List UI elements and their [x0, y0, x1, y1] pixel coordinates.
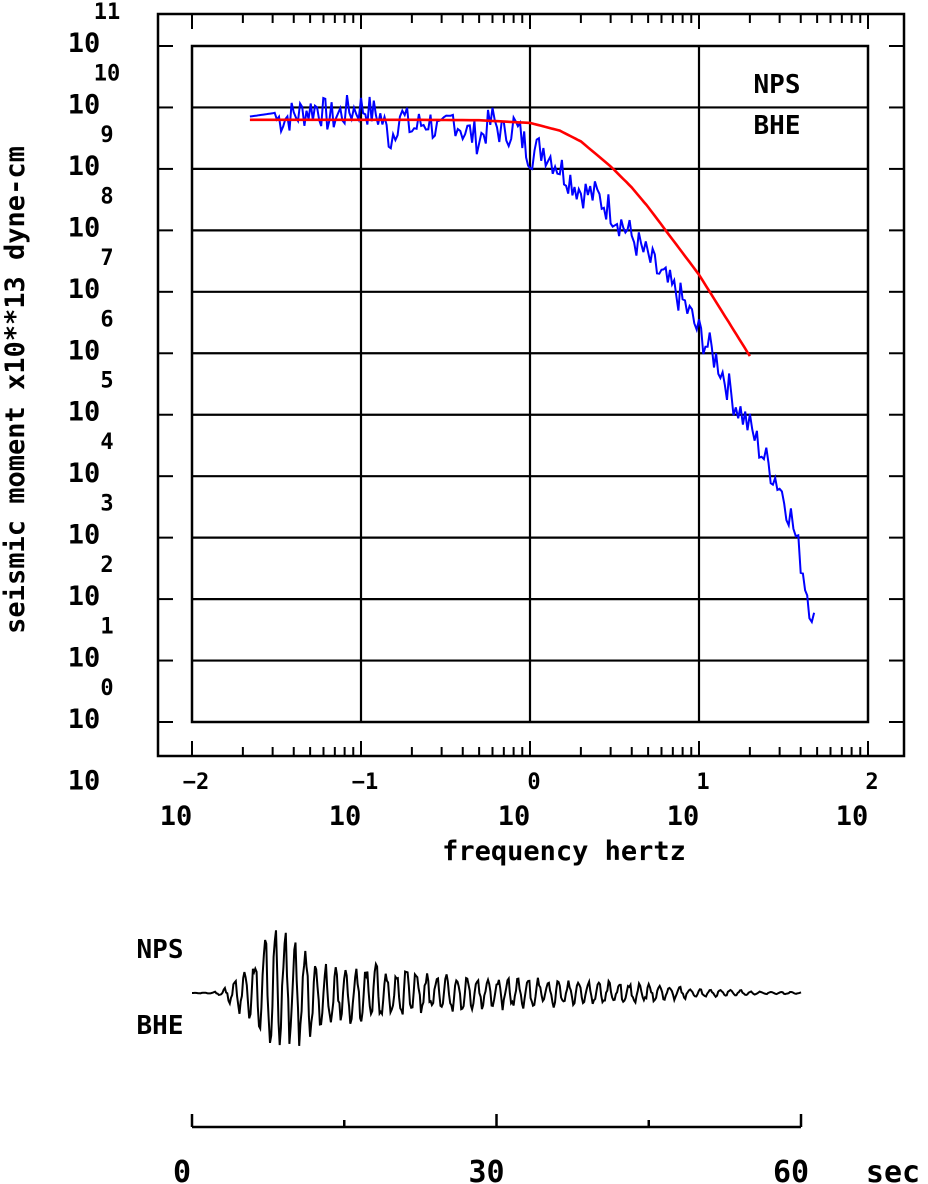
y-tick-label-base: 10: [68, 397, 101, 428]
y-tick-label-exponent: 8: [100, 184, 113, 209]
x-tick-label-exponent: 0: [527, 770, 540, 795]
y-tick-label-exponent: 6: [100, 307, 113, 332]
time-tick-label: 60: [773, 1155, 809, 1184]
y-tick-label-base: 10: [68, 212, 101, 243]
y-tick-label-base: 10: [68, 704, 101, 735]
waveform-trace: [192, 930, 802, 1046]
y-tick-label-base: 10: [68, 765, 101, 796]
x-tick-label-base: 10: [498, 801, 531, 832]
y-tick-label-exponent: 4: [100, 430, 113, 455]
x-tick-label-base: 10: [836, 801, 869, 832]
y-tick-label-exponent: 3: [100, 492, 113, 517]
y-tick-label-base: 10: [68, 274, 101, 305]
x-tick-label-base: 10: [329, 801, 362, 832]
time-tick-label: 0: [173, 1155, 191, 1184]
y-tick-label-exponent: 0: [100, 676, 113, 701]
model-fit-line: [249, 118, 751, 357]
y-tick-label-base: 10: [68, 28, 101, 59]
x-tick-label-base: 10: [667, 801, 700, 832]
y-tick-label-exponent: 5: [100, 369, 113, 394]
waveform-station-label: NPS: [137, 935, 184, 965]
y-tick-label-base: 10: [68, 458, 101, 489]
y-tick-label-exponent: 1: [100, 615, 113, 640]
x-tick-label-exponent: −2: [183, 770, 210, 795]
time-unit-label: sec: [866, 1155, 920, 1184]
x-tick-label-exponent: 2: [865, 770, 878, 795]
y-axis-label: seismic moment x10**13 dyne-cm: [0, 146, 31, 634]
y-tick-label-exponent: 10: [94, 61, 121, 86]
y-tick-label-base: 10: [68, 89, 101, 120]
x-tick-label-exponent: 1: [696, 770, 709, 795]
time-tick-label: 30: [468, 1155, 504, 1184]
waveform-chart: NPS BHE 0 30 60 sec: [137, 930, 920, 1184]
x-axis-label: frequency hertz: [442, 836, 686, 867]
x-tick-labels: 10 −2 10 −1 10 0 10 1 10 2: [160, 770, 879, 832]
spectrum-series-line: [249, 94, 816, 625]
spectrum-grid: [192, 46, 868, 722]
station-label: NPS: [754, 70, 801, 100]
y-tick-label-exponent: 11: [94, 0, 121, 25]
spectrum-series: [249, 94, 816, 625]
y-tick-label-base: 10: [68, 335, 101, 366]
y-tick-label-exponent: 9: [100, 123, 113, 148]
y-tick-label-exponent: 7: [100, 246, 113, 271]
y-tick-label-exponent: 2: [100, 553, 113, 578]
y-tick-label-base: 10: [68, 643, 101, 674]
y-tick-label-base: 10: [68, 520, 101, 551]
time-axis: 0 30 60: [173, 1114, 809, 1184]
spectrum-ticks: [158, 14, 904, 756]
y-tick-label-base: 10: [68, 581, 101, 612]
waveform-component-label: BHE: [137, 1011, 184, 1041]
spectrum-chart: 1011101010910810710610510410310210110010…: [0, 0, 906, 867]
x-tick-label-base: 10: [160, 801, 193, 832]
y-tick-label-base: 10: [68, 151, 101, 182]
x-tick-label-exponent: −1: [352, 770, 379, 795]
component-label: BHE: [754, 111, 801, 141]
